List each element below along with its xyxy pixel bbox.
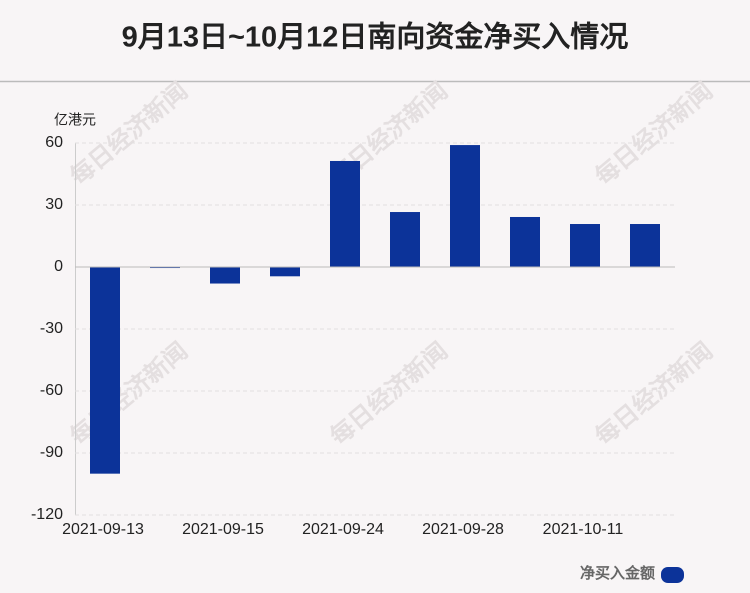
y-tick-label: -30 bbox=[40, 320, 63, 337]
bar bbox=[630, 224, 660, 267]
legend-label: 净买入金额 bbox=[580, 564, 655, 582]
bar bbox=[150, 267, 180, 269]
bar bbox=[210, 267, 240, 284]
y-tick-label: -60 bbox=[40, 382, 63, 399]
bar bbox=[330, 160, 360, 267]
bar bbox=[90, 267, 120, 474]
bar bbox=[570, 224, 600, 267]
bar bbox=[450, 145, 480, 267]
x-tick-label: 2021-09-24 bbox=[302, 521, 384, 538]
bar bbox=[270, 267, 300, 277]
y-tick-label: 60 bbox=[45, 134, 63, 151]
y-unit: 亿港元 bbox=[54, 112, 96, 128]
y-tick-label: -120 bbox=[31, 506, 63, 523]
y-tick-label: 30 bbox=[45, 196, 63, 213]
legend-swatch bbox=[661, 567, 684, 583]
bar bbox=[510, 216, 540, 267]
y-tick-label: -90 bbox=[40, 444, 63, 461]
x-tick-label: 2021-09-28 bbox=[422, 521, 504, 538]
chart-title: 9月13日~10月12日南向资金净买入情况 bbox=[122, 20, 629, 54]
y-tick-label: 0 bbox=[54, 258, 63, 275]
x-tick-label: 2021-09-15 bbox=[182, 521, 264, 538]
x-tick-label: 2021-10-11 bbox=[543, 521, 624, 538]
x-tick-label: 2021-09-13 bbox=[62, 521, 144, 538]
bar bbox=[390, 212, 420, 267]
